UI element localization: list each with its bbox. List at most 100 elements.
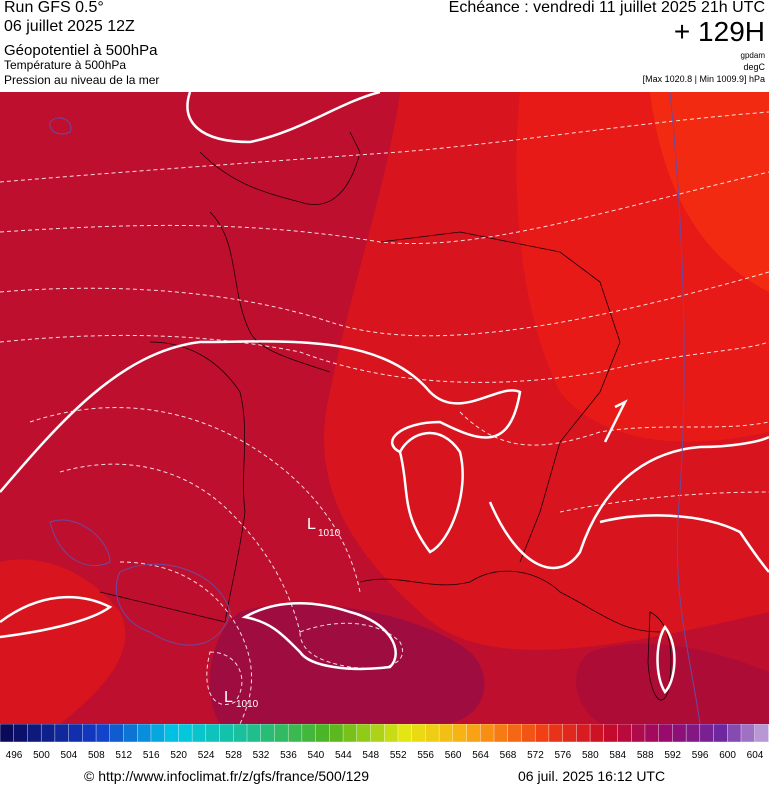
legend-swatch [521, 724, 536, 743]
legend-swatch [178, 724, 193, 743]
legend-swatch [109, 724, 125, 743]
field-label: Température à 500hPa [4, 58, 127, 72]
legend-swatch [562, 724, 578, 743]
legend-tick-label: 536 [280, 750, 297, 761]
legend-tick-label: 572 [527, 750, 544, 761]
legend-tick-label: 496 [6, 750, 23, 761]
legend-swatch [411, 724, 427, 743]
temperature-area [576, 643, 769, 724]
legend-swatch [54, 724, 70, 743]
legend-swatch [315, 724, 331, 743]
temperature-isolines [0, 111, 769, 724]
legend-swatch [370, 724, 385, 743]
legend-swatch [384, 724, 399, 743]
legend-swatch [95, 724, 111, 743]
legend-tick-label: 604 [747, 750, 764, 761]
legend-swatch [507, 724, 523, 743]
legend-swatch [233, 724, 248, 743]
legend-tick-label: 528 [225, 750, 242, 761]
temperature-area [209, 604, 485, 724]
run-date: 06 juillet 2025 12Z [4, 18, 135, 35]
legend-swatch [480, 724, 495, 743]
legend-swatch [68, 724, 84, 743]
legend-swatch [219, 724, 234, 743]
legend-tick-label: 556 [417, 750, 434, 761]
legend-swatch [589, 724, 605, 743]
unit-label: degC [743, 62, 765, 72]
lead-time: + 129H [673, 16, 765, 47]
legend-swatch [740, 724, 756, 743]
legend-swatch [137, 724, 152, 743]
legend-swatch [617, 724, 632, 743]
legend-tick-label: 532 [253, 750, 270, 761]
legend-swatch [260, 724, 276, 743]
legend-swatch [548, 724, 564, 743]
legend-swatch [123, 724, 138, 743]
run-label: Run GFS 0.5° [4, 0, 104, 16]
legend-tick-label: 504 [61, 750, 78, 761]
legend-swatch [82, 724, 97, 743]
legend-tick-label: 540 [308, 750, 325, 761]
legend-tick-label: 592 [664, 750, 681, 761]
legend-swatch [576, 724, 591, 743]
low-symbol: L [224, 689, 233, 706]
legend-swatch [713, 724, 728, 743]
field-label: Pression au niveau de la mer [4, 73, 160, 87]
legend-tick-label: 552 [390, 750, 407, 761]
legend-swatch [40, 724, 56, 743]
forecast-label: Echéance : vendredi 11 juillet 2025 21h … [448, 0, 765, 16]
color-legend: 496 500 504 508 512 516 520 524 528 532 536 540 544 5… [0, 724, 769, 761]
legend-swatch [603, 724, 619, 743]
legend-swatch [425, 724, 440, 743]
legend-swatch [685, 724, 701, 743]
legend-swatch [191, 724, 207, 743]
legend-swatch [438, 724, 454, 743]
legend-swatch [672, 724, 687, 743]
legend-swatch [699, 724, 715, 743]
legend-swatch [27, 724, 42, 743]
legend-swatch [0, 724, 15, 743]
legend-tick-label: 600 [719, 750, 736, 761]
legend-swatch [754, 724, 769, 743]
legend-tick-label: 508 [88, 750, 105, 761]
legend-tick-label: 580 [582, 750, 599, 761]
temperature-area [650, 92, 769, 292]
unit-label: gpdam [740, 51, 765, 60]
legend-swatch [727, 724, 742, 743]
legend-swatch [397, 724, 413, 743]
low-symbol: L [307, 516, 316, 533]
pressure-isobars [49, 92, 701, 724]
low-pressure: 1010 [318, 528, 341, 539]
source-link: © http://www.infoclimat.fr/z/gfs/france/… [84, 768, 369, 784]
legend-tick-label: 520 [170, 750, 187, 761]
legend-swatch [644, 724, 660, 743]
legend-swatch [342, 724, 358, 743]
legend-swatch [13, 724, 29, 743]
legend-swatch [287, 724, 303, 743]
legend-swatch [274, 724, 289, 743]
legend-swatch [150, 724, 166, 743]
legend-tick-label: 500 [33, 750, 50, 761]
legend-tick-label: 560 [445, 750, 462, 761]
legend-swatch [301, 724, 317, 743]
legend-swatch [466, 724, 481, 743]
legend-swatch [493, 724, 509, 743]
legend-tick-label: 568 [500, 750, 517, 761]
legend-swatch [356, 724, 372, 743]
legend-tick-label: 588 [637, 750, 654, 761]
field-label: Géopotentiel à 500hPa [4, 42, 158, 59]
map [0, 92, 769, 724]
legend-swatch [205, 724, 221, 743]
legend-tick-label: 512 [115, 750, 132, 761]
legend-tick-label: 584 [609, 750, 626, 761]
legend-tick-label: 564 [472, 750, 489, 761]
timestamp: 06 juil. 2025 16:12 UTC [518, 768, 666, 784]
legend-swatch [631, 724, 646, 743]
legend-swatch [329, 724, 344, 743]
pressure-range: [Max 1020.8 | Min 1009.9] hPa [642, 74, 765, 84]
legend-swatch [534, 724, 550, 743]
legend-tick-label: 596 [692, 750, 709, 761]
legend-tick-label: 548 [362, 750, 379, 761]
geopotential-contours [0, 92, 769, 694]
